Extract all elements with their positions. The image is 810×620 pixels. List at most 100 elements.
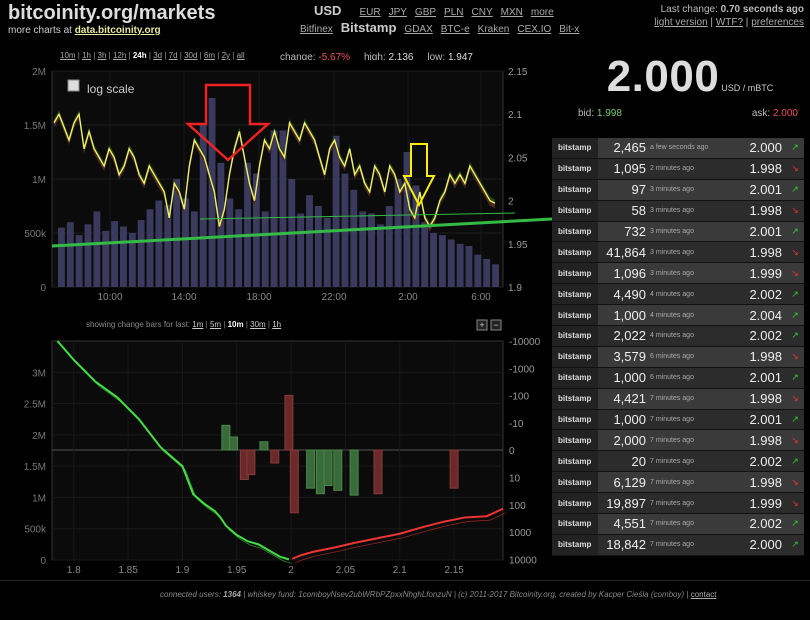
currency-gbp[interactable]: GBP <box>414 7 437 18</box>
x-tick-label: 2.05 <box>336 565 356 576</box>
volume-bar <box>483 258 491 287</box>
wtf-link[interactable]: WTF? <box>715 17 744 28</box>
arrow-down-right-icon: ↘ <box>786 346 804 367</box>
trade-amount: 4,551 <box>598 514 650 534</box>
bids-depth-line <box>56 340 290 561</box>
y-right-tick-label: 2.15 <box>508 67 528 78</box>
y-right-tick-label: 2.1 <box>508 110 522 121</box>
range-3h[interactable]: 3h <box>97 51 107 60</box>
change-range-5m[interactable]: 5m <box>209 320 222 329</box>
brand-subtitle-prefix: more charts at <box>8 25 72 36</box>
range-12h[interactable]: 12h <box>112 51 127 60</box>
light-version-link[interactable]: light version <box>654 17 708 28</box>
y-right-tick-label: 10000 <box>509 555 537 566</box>
y-left-tick-label: 1.5M <box>24 121 46 132</box>
exchange-kraken[interactable]: Kraken <box>477 24 510 35</box>
top-right-info: Last change: 0.70 seconds ago light vers… <box>654 3 804 29</box>
bid-label: bid: <box>578 108 595 119</box>
arrow-down-right-icon: ↘ <box>786 430 804 451</box>
x-tick-label: 6:00 <box>471 292 491 303</box>
preferences-link[interactable]: preferences <box>751 17 804 28</box>
x-tick-label: 18:00 <box>246 292 271 303</box>
change-range-1h[interactable]: 1h <box>272 320 282 329</box>
trade-price: 1.998 <box>740 158 786 179</box>
y-right-tick-label: 100 <box>509 501 526 512</box>
currency-jpy[interactable]: JPY <box>388 7 407 18</box>
contact-link[interactable]: contact <box>690 590 717 599</box>
log-scale-checkbox[interactable] <box>67 79 80 92</box>
volume-bar <box>385 206 393 287</box>
currency-eur[interactable]: EUR <box>359 7 381 18</box>
range-3d[interactable]: 3d <box>153 51 163 60</box>
range-30d[interactable]: 30d <box>184 51 198 60</box>
exchange-btce[interactable]: BTC-e <box>440 24 470 35</box>
volume-bar <box>297 213 305 287</box>
range-10m[interactable]: 10m <box>60 51 76 60</box>
change-bar <box>259 441 269 451</box>
trades-list: bitstamp 2,465 a few seconds ago 2.000 ↗ bits… <box>552 138 804 556</box>
volume-bar <box>252 173 260 287</box>
volume-bar <box>350 189 358 287</box>
range-2y[interactable]: 2y <box>221 51 231 60</box>
arrow-down-right-icon: ↘ <box>786 263 804 284</box>
range-6m[interactable]: 6m <box>203 51 216 60</box>
volume-bar <box>235 209 243 287</box>
zoom-out-icon: − <box>493 320 498 330</box>
y-right-tick-label: 0 <box>509 446 515 457</box>
change-value: -5.67% <box>318 52 351 63</box>
change-bar <box>315 449 325 495</box>
market-selector: USD EUR JPY GBP PLN CNY MXN more Bitfine… <box>300 3 579 35</box>
trade-time: 7 minutes ago <box>650 388 740 409</box>
range-1h[interactable]: 1h <box>82 51 91 60</box>
range-7d[interactable]: 7d <box>168 51 178 60</box>
currency-active[interactable]: USD <box>314 3 342 18</box>
range-24h[interactable]: 24h <box>132 51 147 60</box>
trade-price: 1.998 <box>740 200 786 221</box>
trade-price: 1.999 <box>740 263 786 284</box>
trade-time: 4 minutes ago <box>650 284 740 305</box>
trade-exchange: bitstamp <box>552 284 598 305</box>
arrow-up-right-icon: ↗ <box>786 305 804 326</box>
trade-amount: 1,096 <box>598 263 650 284</box>
currency-cny[interactable]: CNY <box>471 7 493 18</box>
change-range-30m[interactable]: 30m <box>250 320 266 329</box>
x-tick-label: 1.95 <box>227 565 247 576</box>
y-left-tick-label: 0 <box>40 556 46 567</box>
range-all[interactable]: all <box>236 51 245 60</box>
y-right-tick-label: 2 <box>508 197 514 208</box>
zoom-in-button[interactable] <box>476 319 488 331</box>
site-title[interactable]: bitcoinity.org/markets <box>8 2 216 24</box>
exchange-cexio[interactable]: CEX.IO <box>517 24 552 35</box>
change-bar <box>289 449 299 514</box>
trade-price: 1.998 <box>740 242 786 263</box>
y-right-tick-label: 1.9 <box>508 283 522 294</box>
volume-bar <box>306 195 313 287</box>
currency-more[interactable]: more <box>530 7 554 18</box>
trade-amount: 2,000 <box>598 430 650 451</box>
brand-subtitle: more charts at data.bitcoinity.org <box>8 25 161 36</box>
price-chart[interactable]: 0 500k 1M 1.5M 2M 1.9 1.95 2 2.05 2.1 2.15 10:00 14:… <box>0 60 552 308</box>
data-site-link[interactable]: data.bitcoinity.org <box>74 25 161 36</box>
volume-bar <box>111 221 119 287</box>
exchange-bitx[interactable]: Bit-x <box>559 24 580 35</box>
change-range-1m[interactable]: 1m <box>192 320 204 329</box>
trade-exchange: bitstamp <box>552 326 598 346</box>
y-left-tick-label: 1.5M <box>24 462 46 473</box>
change-range-10m[interactable]: 10m <box>227 320 244 329</box>
y-left-tick-label: 0 <box>40 283 46 294</box>
exchange-gdax[interactable]: GDAX <box>404 24 433 35</box>
trade-price: 2.000 <box>740 534 786 555</box>
depth-chart[interactable]: + −0500k1M1.5M2M2.5M3M-10000-1000-100-100… <box>0 316 552 578</box>
trade-row: bitstamp 1,095 2 minutes ago 1.998 ↘ <box>552 158 804 180</box>
x-tick-label: 2 <box>288 565 294 576</box>
zoom-out-button[interactable] <box>490 319 502 331</box>
asks-depth-line <box>291 507 504 560</box>
trade-time: 7 minutes ago <box>650 493 740 514</box>
currency-pln[interactable]: PLN <box>444 7 464 18</box>
exchange-bitfinex[interactable]: Bitfinex <box>300 24 333 35</box>
currency-mxn[interactable]: MXN <box>500 7 523 18</box>
exchange-active[interactable]: Bitstamp <box>340 20 397 35</box>
arrow-up-right-icon: ↗ <box>786 284 804 305</box>
trade-row: bitstamp 19,897 7 minutes ago 1.999 ↘ <box>552 493 804 515</box>
trade-price: 1.998 <box>740 388 786 409</box>
